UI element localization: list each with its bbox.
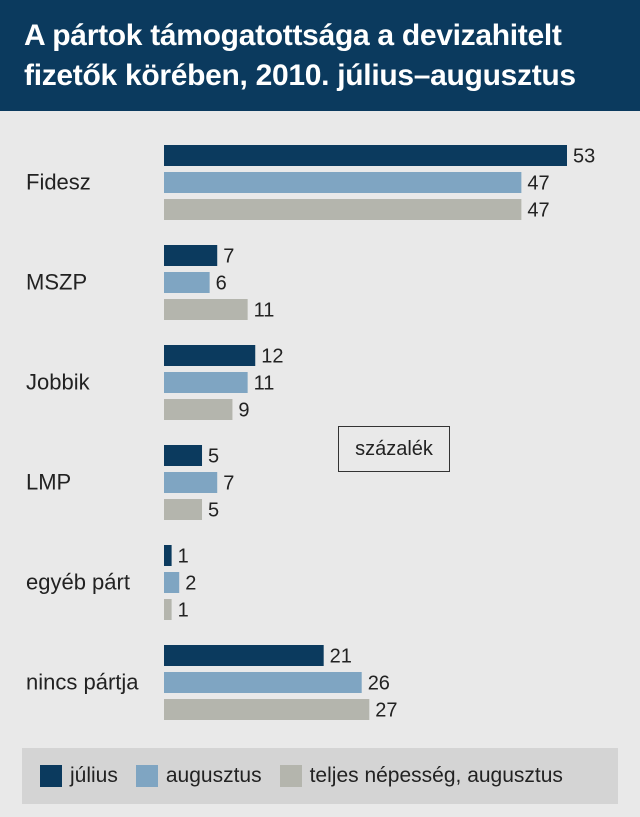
category-label-cat-4: egyéb párt — [26, 570, 130, 595]
value-label-cat-1-teljes: 11 — [254, 300, 275, 322]
bar-cat-4-teljes — [164, 599, 172, 620]
unit-label-box: százalék — [338, 426, 450, 472]
legend-item-julius: július — [40, 764, 118, 788]
chart-title: A pártok támogatottsága a devizahitelt f… — [24, 16, 616, 96]
bar-cat-5-julius — [164, 645, 324, 666]
value-label-cat-0-julius: 53 — [573, 146, 595, 168]
legend-swatch-teljes — [279, 765, 302, 787]
legend-label-teljes: teljes népesség, augusztus — [309, 764, 563, 787]
value-label-cat-4-julius: 1 — [178, 546, 189, 568]
unit-label: százalék — [355, 438, 433, 460]
bar-cat-3-augusztus — [164, 472, 218, 493]
category-label-cat-5: nincs pártja — [26, 670, 139, 695]
value-label-cat-4-teljes: 1 — [178, 600, 189, 622]
chart-title-line-2: fizetők körében, 2010. július–augusztus — [24, 59, 576, 92]
value-label-cat-5-julius: 21 — [330, 646, 352, 668]
bar-cat-1-augusztus — [164, 272, 210, 293]
value-label-cat-2-augusztus: 11 — [254, 373, 275, 395]
category-label-cat-2: Jobbik — [26, 370, 91, 395]
bar-cat-2-teljes — [164, 399, 233, 420]
bar-cat-3-julius — [164, 445, 203, 466]
category-label-cat-0: Fidesz — [26, 170, 91, 195]
bar-cat-4-julius — [164, 545, 172, 566]
value-label-cat-4-augusztus: 2 — [185, 573, 196, 595]
bar-cat-4-augusztus — [164, 572, 180, 593]
legend-swatch-augusztus — [135, 765, 158, 787]
bar-cat-3-teljes — [164, 499, 203, 520]
legend-label-augusztus: augusztus — [165, 764, 262, 787]
legend-item-augusztus: augusztus — [135, 764, 262, 788]
bar-cat-2-julius — [164, 345, 256, 366]
bar-cat-2-augusztus — [164, 372, 248, 393]
legend-swatch-julius — [40, 765, 62, 787]
category-label-cat-3: LMP — [26, 470, 71, 495]
bar-cat-0-julius — [164, 145, 567, 166]
bar-cat-1-teljes — [164, 299, 248, 320]
value-label-cat-3-augusztus: 7 — [223, 473, 234, 495]
legend-label-julius: július — [70, 764, 118, 787]
value-label-cat-0-teljes: 47 — [527, 200, 549, 222]
value-label-cat-2-julius: 12 — [261, 346, 283, 368]
value-label-cat-5-teljes: 27 — [375, 700, 397, 722]
bar-cat-0-teljes — [164, 199, 522, 220]
legend-item-teljes: teljes népesség, augusztus — [279, 764, 563, 788]
legend: július augusztus teljes népesség, augusz… — [22, 748, 618, 804]
value-label-cat-3-julius: 5 — [208, 446, 219, 468]
value-label-cat-1-augusztus: 6 — [216, 273, 227, 295]
bar-cat-5-augusztus — [164, 672, 362, 693]
value-label-cat-0-augusztus: 47 — [527, 173, 549, 195]
value-label-cat-2-teljes: 9 — [238, 400, 249, 422]
bar-cat-1-julius — [164, 245, 218, 266]
chart-title-line-1: A pártok támogatottsága a devizahitelt — [24, 19, 562, 52]
category-label-cat-1: MSZP — [26, 270, 87, 295]
bar-chart: Fidesz534747MSZP7611Jobbik12119LMP575egy… — [26, 145, 595, 722]
chart-title-bar: A pártok támogatottsága a devizahitelt f… — [0, 0, 640, 111]
value-label-cat-5-augusztus: 26 — [368, 673, 390, 695]
bar-cat-0-augusztus — [164, 172, 522, 193]
bar-cat-5-teljes — [164, 699, 370, 720]
value-label-cat-3-teljes: 5 — [208, 500, 219, 522]
value-label-cat-1-julius: 7 — [223, 246, 234, 268]
